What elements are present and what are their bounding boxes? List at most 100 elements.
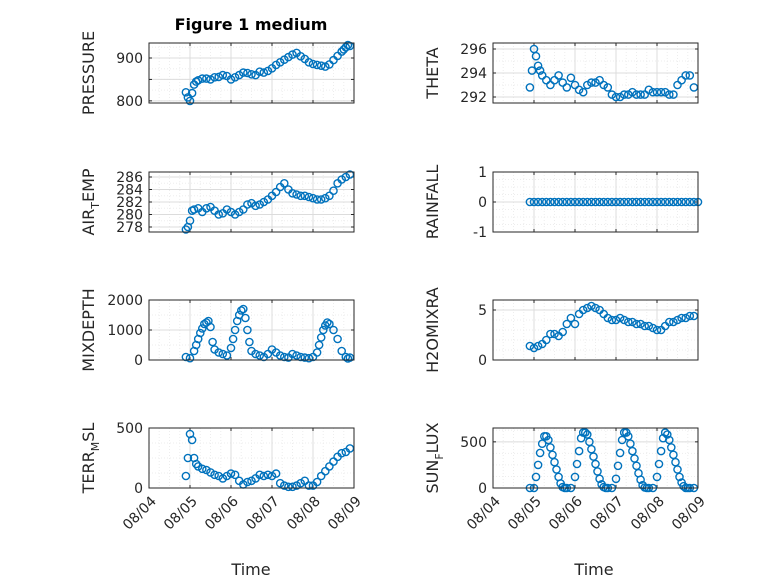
axes-box [492, 299, 699, 361]
data-point [325, 191, 334, 201]
data-point [304, 192, 314, 202]
data-point [230, 73, 240, 82]
data-point [656, 446, 666, 456]
data-point [247, 70, 256, 79]
data-point [546, 329, 555, 339]
data-point [238, 304, 248, 314]
data-point [288, 50, 297, 59]
y-tick-label: 0 [134, 481, 143, 497]
data-point [210, 470, 219, 480]
data-point [656, 87, 666, 97]
data-point [195, 328, 205, 338]
data-point [578, 87, 588, 97]
data-point [333, 334, 342, 344]
y-axis-label: RAINFALL [423, 165, 442, 240]
data-point [181, 225, 191, 234]
data-point [574, 446, 584, 456]
data-point [187, 435, 197, 445]
data-point [275, 351, 285, 360]
data-point [546, 197, 555, 207]
data-point [193, 76, 203, 85]
data-point [308, 193, 318, 203]
data-point [648, 323, 658, 333]
data-point [595, 474, 604, 484]
y-tick-label: 0 [478, 195, 487, 211]
axes-box [492, 427, 699, 489]
data-point [535, 66, 545, 75]
data-point [685, 311, 695, 321]
data-point [593, 467, 602, 476]
data-point [615, 197, 625, 207]
data-point [206, 75, 215, 84]
data-point [603, 313, 613, 323]
x-axis-label-right: Time [573, 560, 613, 579]
data-series [181, 40, 355, 106]
y-tick-label: -1 [473, 225, 487, 241]
data-point [669, 317, 678, 327]
data-point [660, 428, 670, 437]
y-tick-label: 286 [116, 170, 143, 186]
data-point [583, 197, 592, 207]
data-point [187, 88, 197, 98]
data-point [218, 70, 228, 80]
data-point [241, 313, 250, 323]
data-point [300, 191, 310, 201]
data-point [251, 201, 260, 211]
data-point [288, 482, 297, 492]
y-tick-label: 1000 [107, 323, 143, 339]
data-point [665, 317, 674, 327]
data-point [677, 197, 686, 207]
data-series [181, 170, 355, 234]
data-point [640, 321, 650, 331]
data-point [300, 353, 310, 362]
axes-box [492, 171, 699, 233]
data-point [617, 435, 627, 445]
data-series [181, 304, 355, 363]
data-point [576, 433, 586, 443]
data-point [271, 469, 281, 478]
data-point [566, 197, 576, 207]
data-point [665, 90, 674, 99]
data-point [245, 337, 254, 347]
data-point [619, 90, 629, 99]
data-point [632, 197, 641, 207]
y-tick-label: 284 [116, 183, 143, 199]
data-point [640, 197, 650, 207]
data-point [318, 325, 328, 335]
x-tick-label: 08/08 [628, 494, 668, 534]
y-tick-label: 296 [460, 42, 487, 58]
y-axis-label: THETA [423, 47, 442, 99]
data-point [591, 197, 600, 207]
data-point [570, 319, 580, 329]
data-point [632, 90, 641, 99]
data-point [292, 190, 301, 199]
data-point [554, 197, 563, 207]
data-point [574, 197, 584, 207]
data-point [214, 210, 223, 219]
axes-box [148, 42, 355, 104]
data-point [279, 352, 289, 362]
data-point [238, 68, 248, 77]
data-point [533, 341, 543, 351]
data-point [587, 197, 596, 207]
data-point [542, 197, 551, 207]
data-point [255, 67, 265, 76]
data-point [185, 96, 195, 106]
data-point [665, 197, 674, 207]
data-point [320, 62, 330, 71]
data-point [667, 443, 676, 452]
data-point [284, 482, 293, 492]
data-point [255, 470, 265, 480]
data-point [587, 301, 596, 311]
data-point [189, 205, 199, 214]
data-point [636, 90, 645, 99]
x-axis-label-left: Time [230, 560, 270, 579]
x-tick-label: 08/06 [546, 493, 586, 533]
data-point [611, 315, 621, 325]
data-point [595, 197, 604, 207]
data-series [181, 429, 355, 492]
data-point [292, 351, 301, 360]
data-point [673, 315, 682, 325]
